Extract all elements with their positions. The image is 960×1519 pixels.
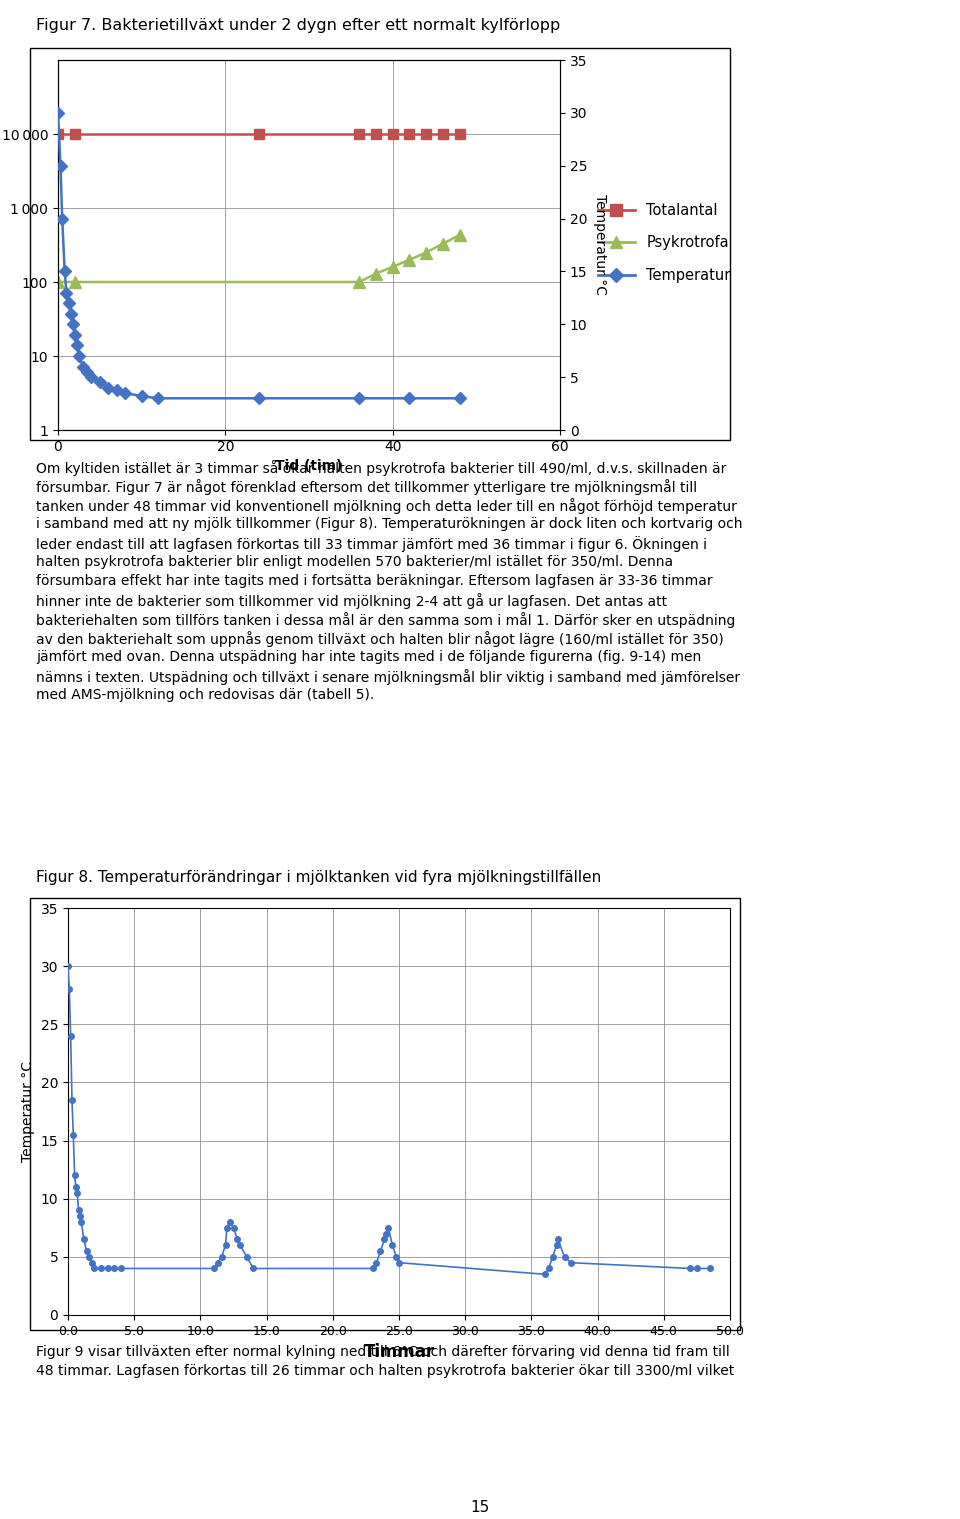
Text: Figur 9 visar tillväxten efter normal kylning ned till 6°C och därefter förvarin: Figur 9 visar tillväxten efter normal ky… bbox=[36, 1344, 731, 1360]
Text: leder endast till att lagfasen förkortas till 33 timmar jämfört med 36 timmar i : leder endast till att lagfasen förkortas… bbox=[36, 536, 708, 551]
Text: i samband med att ny mjölk tillkommer (Figur 8). Temperaturökningen är dock lite: i samband med att ny mjölk tillkommer (F… bbox=[36, 516, 743, 532]
Text: med AMS-mjölkning och redovisas där (tabell 5).: med AMS-mjölkning och redovisas där (tab… bbox=[36, 688, 374, 702]
X-axis label: Tid (tim): Tid (tim) bbox=[276, 459, 343, 474]
Text: Figur 7. Bakterietillväxt under 2 dygn efter ett normalt kylförlopp: Figur 7. Bakterietillväxt under 2 dygn e… bbox=[36, 18, 561, 33]
Text: nämns i texten. Utspädning och tillväxt i senare mjölkningsmål blir viktig i sam: nämns i texten. Utspädning och tillväxt … bbox=[36, 668, 740, 685]
Text: försumbar. Figur 7 är något förenklad eftersom det tillkommer ytterligare tre mj: försumbar. Figur 7 är något förenklad ef… bbox=[36, 478, 698, 495]
Legend: Totalantal, Psykrotrofa, Temperatur: Totalantal, Psykrotrofa, Temperatur bbox=[592, 197, 736, 289]
Text: tanken under 48 timmar vid konventionell mjölkning och detta leder till en något: tanken under 48 timmar vid konventionell… bbox=[36, 498, 737, 513]
Y-axis label: Temperatur °C: Temperatur °C bbox=[592, 194, 607, 296]
X-axis label: Timmar: Timmar bbox=[364, 1343, 435, 1361]
Text: 48 timmar. Lagfasen förkortas till 26 timmar och halten psykrotrofa bakterier ök: 48 timmar. Lagfasen förkortas till 26 ti… bbox=[36, 1364, 734, 1378]
Text: hinner inte de bakterier som tillkommer vid mjölkning 2-4 att gå ur lagfasen. De: hinner inte de bakterier som tillkommer … bbox=[36, 592, 667, 609]
Text: 15: 15 bbox=[470, 1499, 490, 1514]
Text: halten psykrotrofa bakterier blir enligt modellen 570 bakterier/ml istället för : halten psykrotrofa bakterier blir enligt… bbox=[36, 554, 674, 570]
Text: jämfört med ovan. Denna utspädning har inte tagits med i de följande figurerna (: jämfört med ovan. Denna utspädning har i… bbox=[36, 650, 702, 664]
Text: bakteriehalten som tillförs tanken i dessa mål är den samma som i mål 1. Därför : bakteriehalten som tillförs tanken i des… bbox=[36, 612, 736, 627]
Text: av den bakteriehalt som uppnås genom tillväxt och halten blir något lägre (160/m: av den bakteriehalt som uppnås genom til… bbox=[36, 630, 724, 647]
Text: försumbara effekt har inte tagits med i fortsätta beräkningar. Eftersom lagfasen: försumbara effekt har inte tagits med i … bbox=[36, 574, 713, 588]
Text: Figur 8. Temperaturförändringar i mjölktanken vid fyra mjölkningstillfällen: Figur 8. Temperaturförändringar i mjölkt… bbox=[36, 870, 602, 886]
Y-axis label: Temperatur °C: Temperatur °C bbox=[21, 1060, 36, 1162]
Text: Om kyltiden istället är 3 timmar så ökar halten psykrotrofa bakterier till 490/m: Om kyltiden istället är 3 timmar så ökar… bbox=[36, 460, 727, 475]
